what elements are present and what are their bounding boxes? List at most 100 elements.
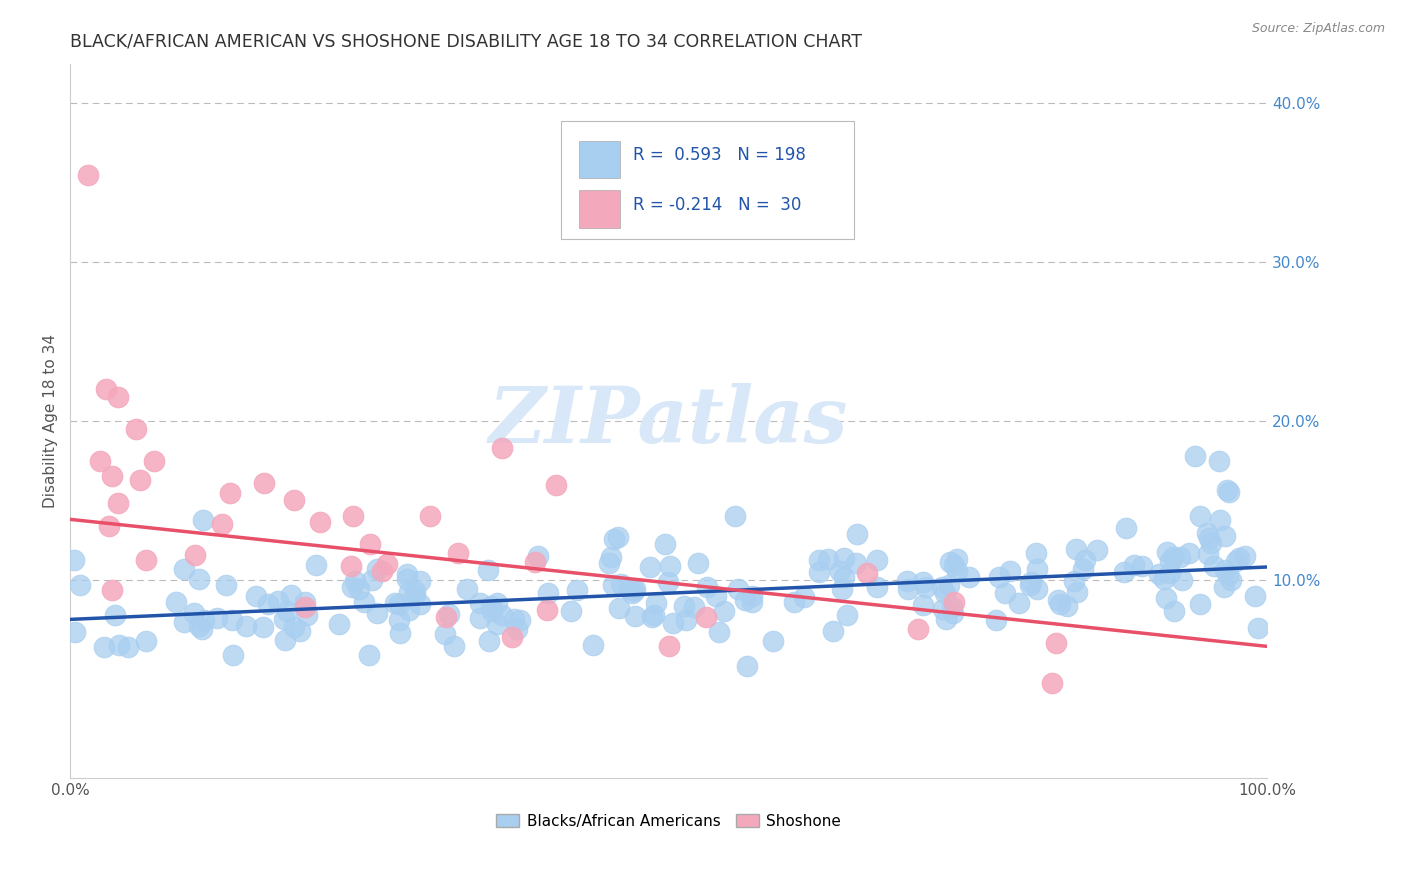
Point — [1019, 574, 1042, 589]
Point — [359, 648, 381, 662]
Point — [205, 611, 228, 625]
Point — [807, 553, 830, 567]
Point — [831, 582, 853, 596]
Point — [193, 513, 215, 527]
Point — [100, 583, 122, 598]
Point — [395, 567, 418, 582]
Point — [654, 536, 676, 550]
Point — [1019, 577, 1042, 591]
Point — [1154, 591, 1177, 606]
Point — [468, 595, 491, 609]
Point — [503, 612, 526, 626]
Point — [1208, 453, 1230, 467]
Point — [447, 546, 470, 560]
Point — [607, 530, 630, 544]
Point — [276, 604, 298, 618]
Point — [340, 559, 363, 574]
Point — [1219, 573, 1241, 587]
Point — [856, 566, 879, 580]
Point — [221, 613, 243, 627]
Point — [643, 607, 665, 622]
Point — [142, 453, 165, 467]
Point — [456, 582, 478, 597]
Text: R =  0.593   N = 198: R = 0.593 N = 198 — [633, 146, 806, 164]
Point — [896, 574, 918, 589]
Point — [419, 509, 441, 524]
Point — [942, 558, 965, 572]
Point — [294, 595, 316, 609]
Point — [360, 573, 382, 587]
Point — [1218, 485, 1240, 500]
Point — [688, 556, 710, 570]
Point — [1215, 563, 1237, 577]
Point — [395, 572, 418, 586]
Point — [253, 476, 276, 491]
Point — [934, 586, 956, 600]
Point — [866, 553, 889, 567]
Point — [1246, 621, 1268, 635]
Point — [437, 607, 460, 621]
Point — [1184, 449, 1206, 463]
Point — [343, 574, 366, 588]
Point — [103, 608, 125, 623]
Text: ZIPatlas: ZIPatlas — [489, 383, 848, 459]
Point — [375, 557, 398, 571]
Point — [735, 658, 758, 673]
Point — [188, 573, 211, 587]
Point — [935, 612, 957, 626]
Point — [830, 564, 852, 578]
Point — [835, 607, 858, 622]
Point — [907, 622, 929, 636]
Point — [1244, 589, 1267, 603]
Point — [1066, 584, 1088, 599]
Point — [657, 575, 679, 590]
Point — [523, 555, 546, 569]
Point — [1063, 574, 1085, 588]
Point — [600, 549, 623, 564]
Point — [602, 533, 624, 547]
Point — [388, 598, 411, 612]
Point — [695, 610, 717, 624]
Point — [817, 551, 839, 566]
Point — [245, 589, 267, 603]
Point — [491, 442, 513, 456]
Point — [724, 509, 747, 524]
Point — [388, 613, 411, 627]
Point — [1153, 572, 1175, 586]
Point — [173, 615, 195, 630]
Point — [897, 582, 920, 597]
Point — [434, 627, 457, 641]
Point — [727, 582, 749, 596]
Point — [183, 548, 205, 562]
Point — [560, 604, 582, 618]
Point — [342, 580, 364, 594]
Point — [741, 590, 763, 604]
Point — [470, 611, 492, 625]
Point — [409, 598, 432, 612]
Point — [294, 599, 316, 614]
Point — [1045, 636, 1067, 650]
Point — [443, 639, 465, 653]
Point — [1159, 554, 1181, 568]
Point — [1216, 483, 1239, 498]
Point — [832, 570, 855, 584]
Point — [1073, 562, 1095, 576]
Point — [252, 620, 274, 634]
Point — [832, 551, 855, 566]
Point — [63, 624, 86, 639]
Point — [1163, 604, 1185, 618]
Point — [409, 574, 432, 588]
Point — [1008, 596, 1031, 610]
Point — [942, 595, 965, 609]
Point — [582, 638, 605, 652]
Point — [135, 633, 157, 648]
Point — [505, 622, 527, 636]
Point — [638, 560, 661, 574]
Point — [536, 603, 558, 617]
Point — [672, 599, 695, 614]
Point — [941, 600, 963, 615]
Point — [946, 552, 969, 566]
Point — [187, 619, 209, 633]
Point — [215, 578, 238, 592]
Point — [957, 570, 980, 584]
